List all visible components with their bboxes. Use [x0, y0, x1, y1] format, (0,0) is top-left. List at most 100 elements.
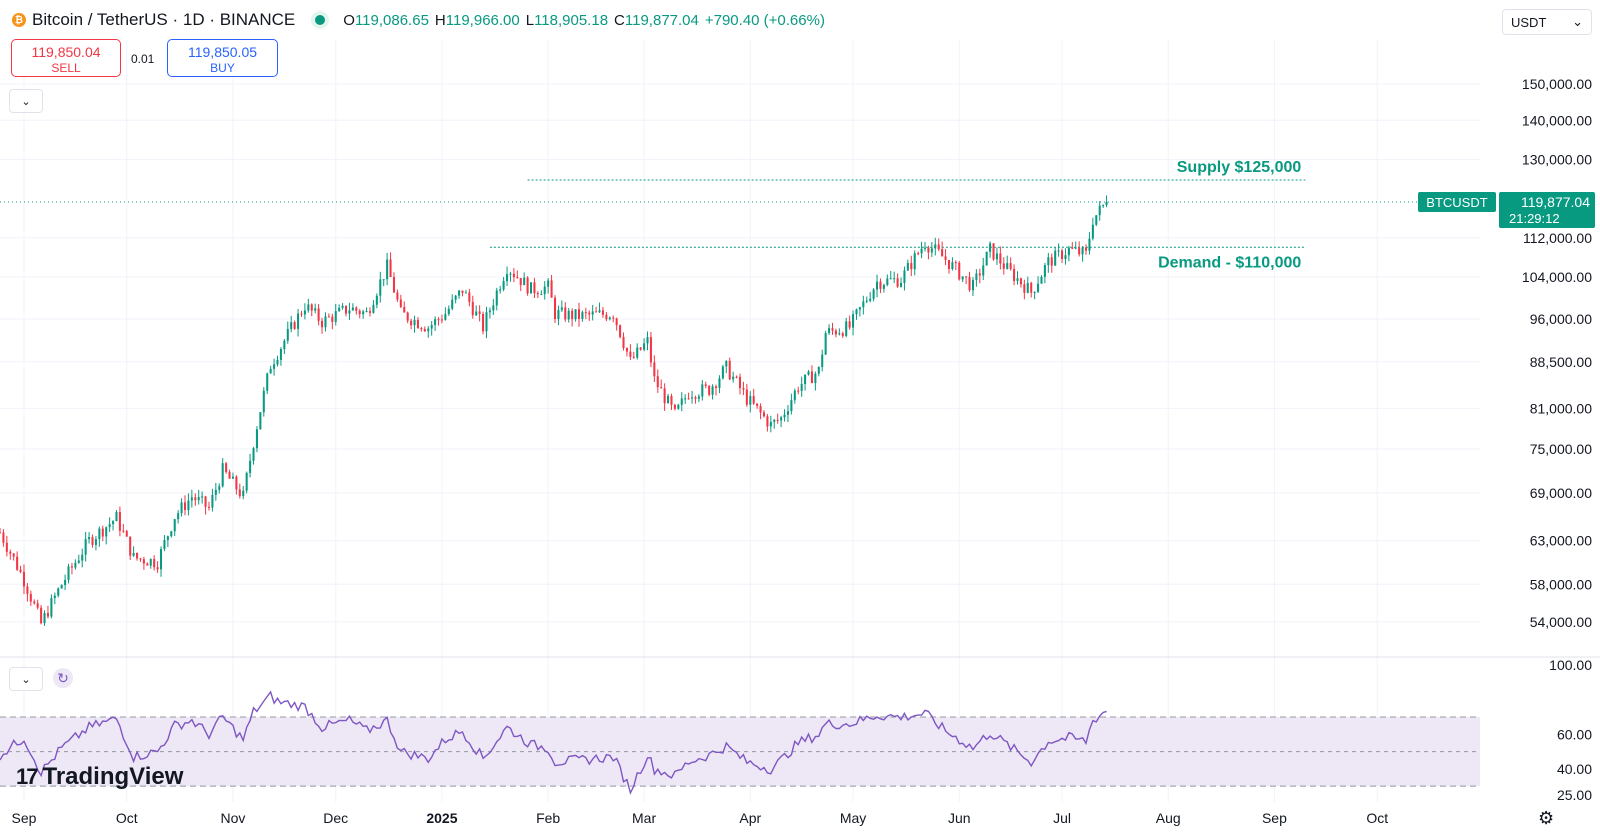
- candle: [718, 375, 721, 394]
- candle-body: [855, 309, 858, 315]
- candle: [684, 394, 687, 404]
- candle: [166, 535, 169, 548]
- candle-body: [564, 307, 567, 320]
- candle-body: [1095, 215, 1098, 225]
- candle-body: [577, 309, 581, 319]
- sell-label: SELL: [51, 61, 81, 75]
- candle: [663, 383, 666, 411]
- candle: [800, 376, 803, 397]
- candle-body: [824, 333, 827, 355]
- candle: [242, 485, 245, 500]
- candle-body: [0, 532, 2, 534]
- candle-body: [701, 384, 704, 397]
- candle-body: [416, 319, 419, 329]
- candle: [920, 241, 923, 259]
- candle: [680, 392, 683, 412]
- candle: [321, 317, 324, 334]
- candle-body: [1074, 247, 1077, 249]
- candle: [183, 495, 187, 516]
- candle-body: [1081, 247, 1084, 255]
- candle-body: [5, 542, 8, 552]
- y-tick-label: 112,000.00: [1523, 230, 1592, 246]
- candle-body: [74, 562, 77, 568]
- y-tick-label: 75,000.00: [1530, 441, 1592, 457]
- open-label: O: [343, 11, 355, 29]
- candle: [978, 268, 981, 284]
- candle: [584, 307, 587, 320]
- y-tick-label: 81,000.00: [1530, 400, 1592, 416]
- candle: [543, 281, 546, 300]
- x-tick-label: Sep: [12, 810, 37, 826]
- candle: [1071, 242, 1074, 250]
- refresh-icon[interactable]: ↻: [53, 668, 73, 688]
- candle: [410, 318, 413, 330]
- candle: [975, 269, 978, 287]
- candle-body: [567, 310, 570, 320]
- candle-body: [989, 243, 992, 252]
- candle-body: [259, 412, 262, 430]
- candle-body: [1102, 204, 1105, 206]
- buy-button[interactable]: 119,850.05 BUY: [167, 39, 278, 77]
- candle: [1064, 248, 1067, 265]
- candle-body: [714, 386, 718, 388]
- candle: [1016, 271, 1019, 285]
- candle: [105, 526, 108, 545]
- candle-body: [625, 347, 628, 352]
- candle-body: [368, 311, 372, 313]
- candle-body: [245, 472, 248, 491]
- candle-body: [166, 536, 169, 541]
- candle-body: [300, 313, 303, 315]
- candle-body: [858, 307, 861, 310]
- candle-body: [660, 387, 663, 389]
- candle-body: [821, 354, 824, 368]
- candle-body: [711, 386, 714, 395]
- candle: [971, 277, 974, 296]
- candle-body: [793, 390, 796, 401]
- candle: [1088, 232, 1091, 255]
- collapse-main-legend-button[interactable]: ⌄: [9, 89, 43, 113]
- candle-body: [440, 319, 443, 321]
- symbol-title[interactable]: Bitcoin / TetherUS · 1D · BINANCE: [32, 10, 296, 29]
- candle-body: [553, 297, 557, 319]
- candle-body: [447, 308, 450, 315]
- candle-body: [738, 376, 742, 389]
- candle: [725, 360, 728, 374]
- candle-body: [105, 527, 108, 537]
- collapse-rsi-legend-button[interactable]: ⌄: [9, 667, 43, 691]
- candle-body: [718, 378, 721, 388]
- x-tick-label: Aug: [1156, 810, 1181, 826]
- candle-body: [533, 282, 536, 294]
- candle-body: [142, 559, 145, 564]
- candle-body: [807, 371, 810, 375]
- candle-body: [249, 460, 252, 473]
- candle: [876, 274, 879, 298]
- currency-selector[interactable]: USDT ⌄: [1502, 9, 1592, 35]
- candle: [961, 276, 964, 283]
- candle-body: [451, 299, 454, 309]
- candle-body: [399, 299, 402, 307]
- candle: [622, 332, 625, 351]
- candle: [941, 241, 944, 257]
- symbol-header: ₿ Bitcoin / TetherUS · 1D · BINANCE O119…: [12, 8, 825, 32]
- candle: [982, 257, 985, 281]
- candle-body: [749, 396, 752, 405]
- candle: [523, 272, 526, 286]
- candle: [1098, 201, 1101, 221]
- candle: [382, 279, 385, 287]
- gear-icon[interactable]: ⚙: [1538, 808, 1555, 828]
- candle-body: [183, 502, 187, 511]
- candle: [458, 290, 461, 299]
- candle-body: [605, 314, 608, 320]
- candle-body: [1105, 202, 1108, 205]
- candle: [468, 288, 471, 307]
- candle: [386, 252, 389, 286]
- candle: [824, 330, 827, 355]
- candle: [848, 315, 851, 330]
- candle-body: [43, 613, 46, 624]
- candle-body: [591, 311, 594, 315]
- market-open-icon: [315, 15, 326, 25]
- candle-body: [211, 494, 214, 508]
- candle: [759, 403, 762, 420]
- sell-button[interactable]: 119,850.04 SELL: [11, 39, 121, 77]
- candle: [629, 344, 632, 360]
